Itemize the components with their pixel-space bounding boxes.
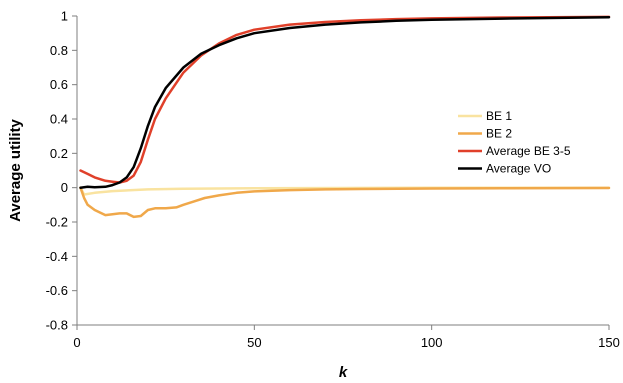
y-tick-label: 1 [61, 9, 68, 24]
y-tick-label: 0.4 [50, 112, 68, 127]
x-axis-title: k [339, 364, 348, 381]
x-tick-label: 0 [73, 335, 80, 350]
series-lines [79, 15, 611, 219]
y-tick-label: 0.8 [50, 43, 68, 58]
series-line-2 [79, 186, 611, 219]
y-tick-label: 0 [61, 180, 68, 195]
legend-label-4: Average VO [486, 162, 551, 176]
axes: -0.8 -0.6 -0.4 -0.2 0 0.2 0.4 0.6 0.8 1 0 50 100 150 [46, 9, 620, 351]
x-tick-label: 50 [247, 335, 261, 350]
y-tick-label: -0.8 [46, 318, 68, 333]
series-line-4 [79, 15, 611, 189]
legend-label-2: BE 2 [486, 127, 512, 141]
y-tick-label: -0.6 [46, 283, 68, 298]
x-tick-label: 150 [598, 335, 620, 350]
x-tick-label: 100 [421, 335, 443, 350]
legend-label-3: Average BE 3-5 [486, 144, 571, 158]
y-tick-label: -0.2 [46, 215, 68, 230]
legend-label-1: BE 1 [486, 109, 512, 123]
series-line-3 [79, 15, 611, 184]
y-tick-label: 0.2 [50, 146, 68, 161]
y-tick-label: -0.4 [46, 249, 68, 264]
y-axis-title: Average utility [7, 118, 24, 221]
y-tick-label: 0.6 [50, 77, 68, 92]
legend: BE 1 BE 2 Average BE 3-5 Average VO [458, 109, 571, 176]
